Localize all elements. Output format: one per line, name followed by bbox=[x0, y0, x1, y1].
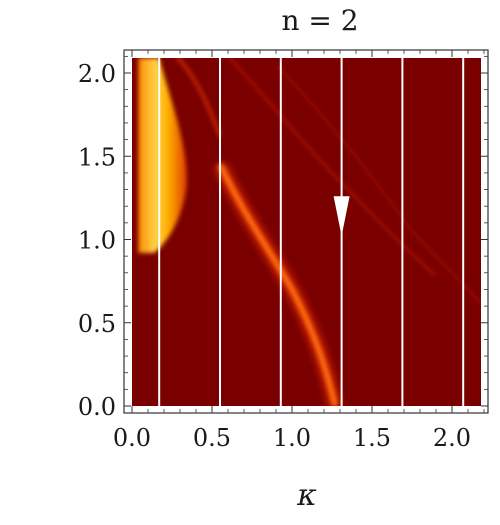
faint-band-1 bbox=[175, 58, 222, 137]
arrow-marker bbox=[333, 196, 350, 237]
x-tick-label-2: 1.0 bbox=[273, 424, 311, 452]
chart-title: n = 2 bbox=[281, 4, 358, 37]
y-tick-label-2: 1.0 bbox=[78, 227, 116, 255]
plot-frame bbox=[123, 49, 489, 414]
y-tick-label-0: 0.0 bbox=[78, 393, 116, 421]
heatmap-field bbox=[132, 58, 481, 406]
axes: 0.0 0.5 1.0 1.5 2.0 0.0 0.5 1.0 1.5 2.0 bbox=[78, 49, 489, 452]
plot-area bbox=[132, 58, 481, 406]
y-tick-label-3: 1.5 bbox=[78, 143, 116, 171]
heatmap-background bbox=[132, 58, 481, 406]
x-tick-label-0: 0.0 bbox=[113, 424, 151, 452]
x-tick-label-4: 2.0 bbox=[433, 424, 471, 452]
x-axis-label: κ bbox=[296, 478, 317, 513]
x-tick-label-3: 1.5 bbox=[353, 424, 391, 452]
bright-lobe bbox=[138, 58, 187, 253]
y-tick-label-4: 2.0 bbox=[78, 60, 116, 88]
faint-band-2 bbox=[227, 58, 437, 278]
y-tick-label-1: 0.5 bbox=[78, 310, 116, 338]
x-tick-label-1: 0.5 bbox=[193, 424, 231, 452]
resonance-band bbox=[217, 163, 339, 406]
